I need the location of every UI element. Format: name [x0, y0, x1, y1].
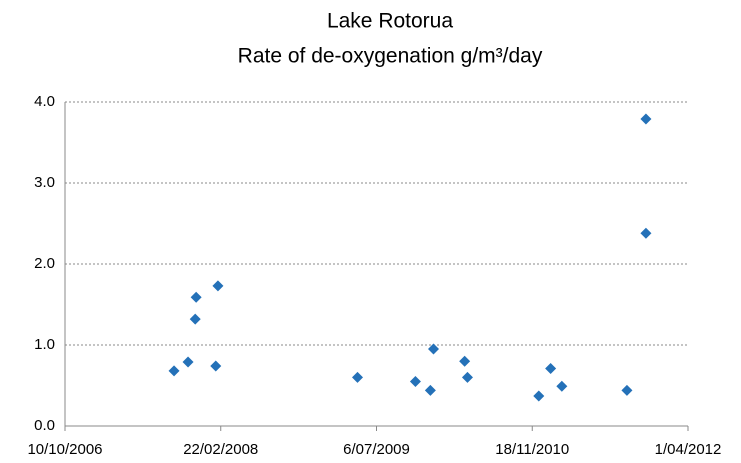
data-point	[168, 365, 180, 377]
data-point	[533, 390, 545, 402]
data-point	[461, 371, 473, 383]
data-point	[190, 291, 202, 303]
data-point	[424, 384, 436, 396]
data-point	[409, 375, 421, 387]
data-point	[428, 343, 440, 355]
y-tick-label: 0.0	[34, 417, 55, 434]
data-point	[621, 384, 633, 396]
x-tick-label: 18/11/2010	[495, 441, 569, 458]
data-point	[640, 113, 652, 125]
chart-subtitle: Rate of de-oxygenation g/m³/day	[238, 45, 543, 68]
y-tick-label: 4.0	[34, 93, 55, 110]
data-point	[182, 356, 194, 368]
data-point	[212, 280, 224, 292]
data-point	[545, 362, 557, 374]
y-tick-label: 2.0	[34, 255, 55, 272]
data-point	[459, 355, 471, 367]
data-point	[556, 380, 568, 392]
data-point	[210, 360, 222, 372]
chart-title: Lake Rotorua	[327, 10, 453, 33]
data-point	[189, 313, 201, 325]
x-tick-label: 1/04/2012	[655, 441, 722, 458]
x-tick-label: 6/07/2009	[343, 441, 410, 458]
data-point	[351, 371, 363, 383]
y-tick-label: 3.0	[34, 174, 55, 191]
data-point	[640, 227, 652, 239]
y-tick-label: 1.0	[34, 336, 55, 353]
x-tick-label: 22/02/2008	[183, 441, 258, 458]
x-tick-label: 10/10/2006	[27, 441, 102, 458]
